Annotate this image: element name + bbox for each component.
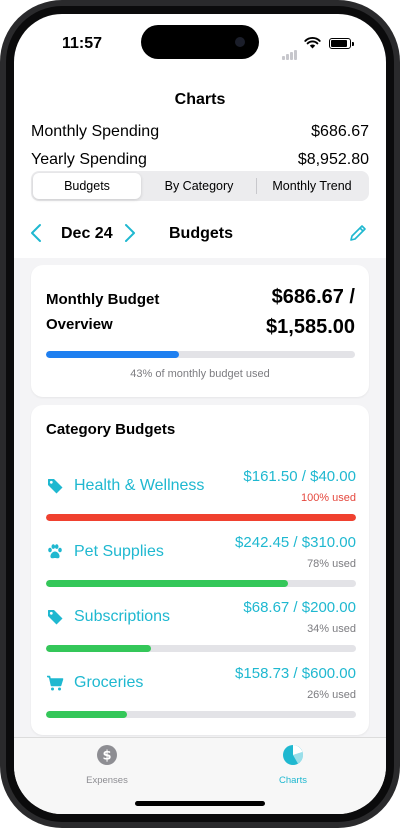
page-title: Charts bbox=[174, 91, 226, 108]
overview-spent: $686.67 / bbox=[271, 286, 355, 308]
pencil-icon[interactable] bbox=[348, 223, 368, 243]
tag-icon bbox=[46, 477, 64, 500]
segment-by-category[interactable]: By Category bbox=[164, 179, 234, 193]
paw-icon bbox=[46, 543, 64, 566]
current-month: Dec 24 bbox=[61, 225, 113, 242]
tab-expenses[interactable]: $ Expenses bbox=[62, 744, 152, 786]
category-name: Health & Wellness bbox=[74, 477, 205, 494]
overview-amount: $686.67 / $1,585.00 bbox=[266, 282, 355, 342]
status-bar: 11:57 bbox=[14, 14, 386, 68]
category-row[interactable]: Subscriptions $68.67 / $200.00 34% used bbox=[46, 599, 356, 659]
category-progress-track bbox=[46, 645, 356, 652]
monthly-spending-label: Monthly Spending bbox=[31, 123, 160, 140]
yearly-spending-row: Yearly Spending $8,952.80 bbox=[31, 151, 369, 169]
monthly-spending-row: Monthly Spending $686.67 bbox=[31, 123, 369, 141]
pie-chart-icon bbox=[283, 745, 303, 765]
category-amount: $161.50 / $40.00 bbox=[243, 468, 356, 485]
category-used: 26% used bbox=[307, 688, 356, 701]
month-navigation: Dec 24 Budgets bbox=[14, 219, 386, 249]
category-progress-fill bbox=[46, 579, 288, 587]
category-used: 34% used bbox=[307, 623, 356, 635]
category-progress-fill bbox=[46, 710, 127, 718]
screen: 11:57 Charts Monthly Spending $686.67 Ye… bbox=[14, 14, 386, 814]
budget-overview-card: Monthly Budget Overview $686.67 / $1,585… bbox=[31, 265, 369, 397]
category-used: 78% used bbox=[307, 557, 356, 570]
section-title: Budgets bbox=[169, 225, 233, 242]
power-button bbox=[397, 250, 400, 345]
category-amount: $68.67 / $200.00 bbox=[243, 599, 356, 616]
chevron-right-icon[interactable] bbox=[124, 223, 136, 243]
tab-charts-label: Charts bbox=[279, 775, 307, 786]
segment-budgets[interactable]: Budgets bbox=[33, 173, 141, 199]
action-button bbox=[0, 150, 3, 180]
cart-icon bbox=[46, 674, 64, 697]
category-used: 100% used bbox=[300, 492, 356, 504]
overview-note: 43% of monthly budget used bbox=[130, 368, 270, 380]
overview-progress-track bbox=[46, 351, 355, 358]
category-row[interactable]: Pet Supplies $242.45 / $310.00 78% used bbox=[46, 534, 356, 594]
category-row[interactable]: Health & Wellness $161.50 / $40.00 100% us… bbox=[46, 468, 356, 528]
segment-monthly-trend[interactable]: Monthly Trend bbox=[272, 179, 352, 193]
cellular-signal-icon bbox=[282, 42, 298, 60]
status-time: 11:57 bbox=[62, 35, 103, 52]
category-progress-fill bbox=[46, 514, 356, 521]
overview-title: Monthly Budget Overview bbox=[46, 291, 160, 333]
category-progress-track bbox=[46, 710, 356, 718]
category-progress-track bbox=[46, 579, 356, 587]
tab-expenses-label: Expenses bbox=[86, 775, 128, 786]
overview-progress-fill bbox=[46, 351, 179, 358]
battery-icon bbox=[329, 38, 354, 49]
wifi-icon bbox=[304, 37, 321, 49]
category-budgets-card: Category Budgets Health & Wellness $161.5… bbox=[31, 405, 369, 735]
chart-type-segmented-control: Budgets By Category Monthly Trend bbox=[31, 171, 369, 201]
category-progress-fill bbox=[46, 645, 152, 652]
yearly-spending-value: $8,952.80 bbox=[297, 151, 369, 168]
home-indicator bbox=[135, 801, 265, 806]
category-amount: $158.73 / $600.00 bbox=[235, 664, 356, 682]
svg-text:$: $ bbox=[102, 749, 111, 764]
yearly-spending-label: Yearly Spending bbox=[31, 151, 147, 168]
category-row[interactable]: Groceries $158.73 / $600.00 26% used bbox=[46, 665, 356, 725]
category-budgets-title: Category Budgets bbox=[46, 421, 176, 438]
monthly-spending-value: $686.67 bbox=[311, 123, 369, 140]
category-name: Groceries bbox=[74, 673, 144, 691]
category-name: Subscriptions bbox=[74, 608, 171, 625]
category-progress-track bbox=[46, 514, 356, 521]
category-amount: $242.45 / $310.00 bbox=[235, 533, 356, 551]
volume-down-button bbox=[0, 278, 3, 336]
chevron-left-icon[interactable] bbox=[30, 223, 42, 243]
dynamic-island bbox=[141, 25, 259, 59]
category-name: Pet Supplies bbox=[74, 542, 164, 560]
dollar-circle-icon: $ bbox=[97, 745, 117, 765]
tab-charts[interactable]: Charts bbox=[248, 744, 338, 786]
segment-divider bbox=[256, 178, 257, 194]
volume-up-button bbox=[0, 205, 3, 263]
overview-budget: $1,585.00 bbox=[266, 316, 355, 338]
tag-icon bbox=[46, 608, 64, 631]
